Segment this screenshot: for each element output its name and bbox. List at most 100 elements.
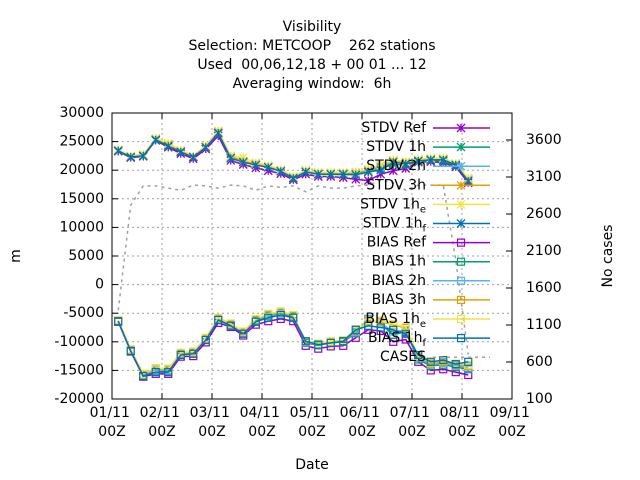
y2-tick-label: 600 xyxy=(526,354,553,370)
y2-tick-label: 2600 xyxy=(526,206,562,222)
legend-marker xyxy=(456,199,466,209)
chart-subtitle: Selection: METCOOP 262 stations xyxy=(188,38,435,54)
x-tick-label: 05/11 00Z xyxy=(290,405,335,440)
y2-axis-label: No cases xyxy=(600,225,616,288)
y2-tick-label: 1100 xyxy=(526,317,562,333)
data-point xyxy=(388,157,398,167)
data-point xyxy=(263,162,273,172)
x-tick-label: 02/11 00Z xyxy=(140,405,185,440)
data-point xyxy=(264,313,273,322)
data-point xyxy=(301,167,311,177)
data-point xyxy=(276,166,286,176)
y-tick-label: -10000 xyxy=(54,334,104,350)
data-point xyxy=(126,346,135,356)
legend-marker xyxy=(456,180,466,190)
data-point xyxy=(188,152,198,162)
x-tick-label: 06/11 00Z xyxy=(340,405,385,440)
plot-border xyxy=(111,112,513,400)
data-point xyxy=(276,310,285,320)
data-point xyxy=(363,176,373,185)
data-point xyxy=(201,335,210,345)
y-tick-label: 10000 xyxy=(59,219,104,235)
y-axis-label: m xyxy=(8,249,24,263)
data-point xyxy=(426,155,436,165)
chart-subtitle: Averaging window: 6h xyxy=(233,76,392,92)
data-point xyxy=(301,337,310,346)
chart-subtitle: Used 00,06,12,18 + 00 01 ... 12 xyxy=(197,57,426,73)
legend-label: STDV Ref xyxy=(361,120,427,136)
y-tick-label: -20000 xyxy=(54,391,104,407)
legend-marker xyxy=(456,276,466,285)
data-point xyxy=(288,173,298,183)
data-point xyxy=(389,325,398,334)
x-tick-label: 01/11 00Z xyxy=(90,405,135,440)
y-tick-label: 15000 xyxy=(59,191,104,207)
data-point xyxy=(176,147,186,157)
data-point xyxy=(413,156,423,166)
data-point xyxy=(339,337,348,346)
data-point xyxy=(176,350,185,360)
data-point xyxy=(439,356,448,365)
y2-tick-label: 1600 xyxy=(526,280,562,296)
data-point xyxy=(326,169,336,179)
data-point xyxy=(163,141,173,151)
legend-marker xyxy=(456,334,466,343)
legend-label: BIAS 2h xyxy=(372,273,426,289)
data-point xyxy=(289,313,298,322)
data-point xyxy=(426,357,435,366)
data-point xyxy=(313,169,323,179)
data-point xyxy=(363,167,373,177)
x-tick-label: 03/11 00Z xyxy=(190,405,235,440)
legend-marker xyxy=(456,142,466,152)
y2-tick-label: 2100 xyxy=(526,243,562,259)
y-tick-label: 20000 xyxy=(59,162,104,178)
data-point xyxy=(151,135,161,145)
data-point xyxy=(126,152,136,162)
data-point xyxy=(251,160,261,170)
x-tick-label: 04/11 00Z xyxy=(240,405,285,440)
data-point xyxy=(414,350,423,360)
data-point xyxy=(251,317,260,326)
data-point xyxy=(438,155,448,165)
legend-marker xyxy=(456,161,466,171)
data-point xyxy=(464,357,473,366)
y-tick-label: 5000 xyxy=(68,248,104,264)
data-point xyxy=(151,368,160,377)
data-point xyxy=(351,170,361,180)
data-point xyxy=(314,340,323,349)
data-point xyxy=(114,317,123,326)
data-point xyxy=(364,321,373,330)
legend-label: BIAS Ref xyxy=(367,235,427,251)
data-point xyxy=(338,169,348,179)
x-tick-label: 08/11 00Z xyxy=(440,405,485,440)
legend-marker xyxy=(456,238,466,247)
data-point xyxy=(201,142,211,152)
data-point xyxy=(401,159,411,169)
series-line xyxy=(117,179,469,355)
data-point xyxy=(401,329,410,338)
data-point xyxy=(389,319,398,329)
data-point xyxy=(376,165,386,175)
legend-marker xyxy=(456,123,466,133)
data-point xyxy=(226,321,235,330)
x-tick-label: 07/11 00Z xyxy=(390,405,435,440)
legend-marker xyxy=(456,314,466,324)
y2-tick-label: 100 xyxy=(526,391,553,407)
data-point xyxy=(238,157,248,167)
data-point xyxy=(376,323,385,332)
data-point xyxy=(463,176,473,186)
y-tick-label: -15000 xyxy=(54,362,104,378)
legend-label: BIAS 1he xyxy=(365,311,426,330)
legend-label: BIAS 1h xyxy=(372,254,426,270)
y-tick-label: 25000 xyxy=(59,134,104,150)
data-point xyxy=(113,146,123,156)
data-point xyxy=(226,153,236,163)
data-point xyxy=(451,360,460,369)
legend-label: CASES xyxy=(380,349,426,365)
legend-label: STDV 2h xyxy=(366,158,426,174)
y-tick-label: -5000 xyxy=(63,305,104,321)
data-point xyxy=(189,349,198,358)
data-point xyxy=(139,372,148,381)
data-point xyxy=(164,368,173,377)
